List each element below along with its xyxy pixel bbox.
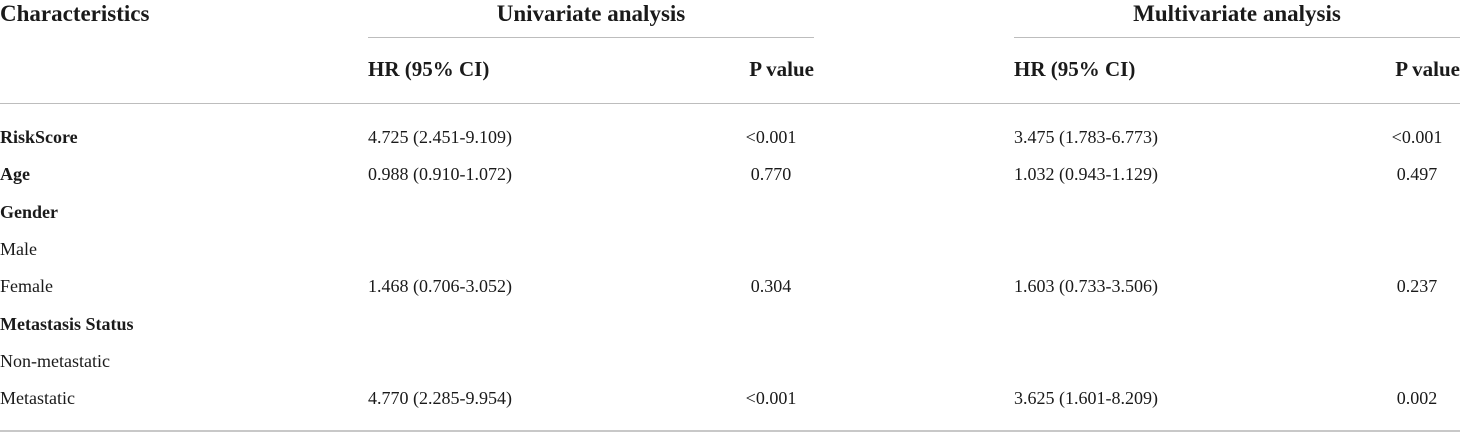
univariate-hr-cell: 0.988 (0.910-1.072) <box>368 164 512 184</box>
row-label: Non-metastatic <box>0 351 110 371</box>
univariate-p-cell: <0.001 <box>745 388 797 408</box>
univariate-group-rule <box>368 37 814 38</box>
row-label: Metastasis Status <box>0 314 134 334</box>
characteristics-header: Characteristics <box>0 1 150 26</box>
univariate-hr-cell: 1.468 (0.706-3.052) <box>368 276 512 296</box>
multivariate-analysis-header: Multivariate analysis <box>1133 1 1341 26</box>
univariate-hr-cell: 4.770 (2.285-9.954) <box>368 388 512 408</box>
header-rule <box>0 103 1460 104</box>
multivariate-hr-cell: 1.032 (0.943-1.129) <box>1014 164 1158 184</box>
univariate-analysis-header: Univariate analysis <box>496 1 686 26</box>
multivariate-hr-cell: 3.625 (1.601-8.209) <box>1014 388 1158 408</box>
row-label: Male <box>0 239 37 259</box>
multivariate-group-rule <box>1014 37 1460 38</box>
univariate-p-cell: 0.304 <box>750 276 792 296</box>
multivariate-hr-cell: 3.475 (1.783-6.773) <box>1014 127 1158 147</box>
multivariate-p-cell: <0.001 <box>1391 127 1443 147</box>
univariate-p-cell: <0.001 <box>745 127 797 147</box>
univariate-p-header: P value <box>749 57 814 81</box>
multivariate-p-cell: 0.237 <box>1396 276 1438 296</box>
multivariate-hr-header: HR (95% CI) <box>1014 57 1136 81</box>
multivariate-p-cell: 0.002 <box>1396 388 1438 408</box>
multivariate-p-header: P value <box>1395 57 1460 81</box>
row-label: Gender <box>0 202 58 222</box>
row-label: RiskScore <box>0 127 78 147</box>
univariate-hr-cell: 4.725 (2.451-9.109) <box>368 127 512 147</box>
univariate-p-cell: 0.770 <box>750 164 792 184</box>
table-bottom-rule <box>0 430 1460 432</box>
multivariate-p-cell: 0.497 <box>1396 164 1438 184</box>
multivariate-hr-cell: 1.603 (0.733-3.506) <box>1014 276 1158 296</box>
row-label: Metastatic <box>0 388 75 408</box>
univariate-hr-header: HR (95% CI) <box>368 57 490 81</box>
row-label: Female <box>0 276 53 296</box>
row-label: Age <box>0 164 30 184</box>
